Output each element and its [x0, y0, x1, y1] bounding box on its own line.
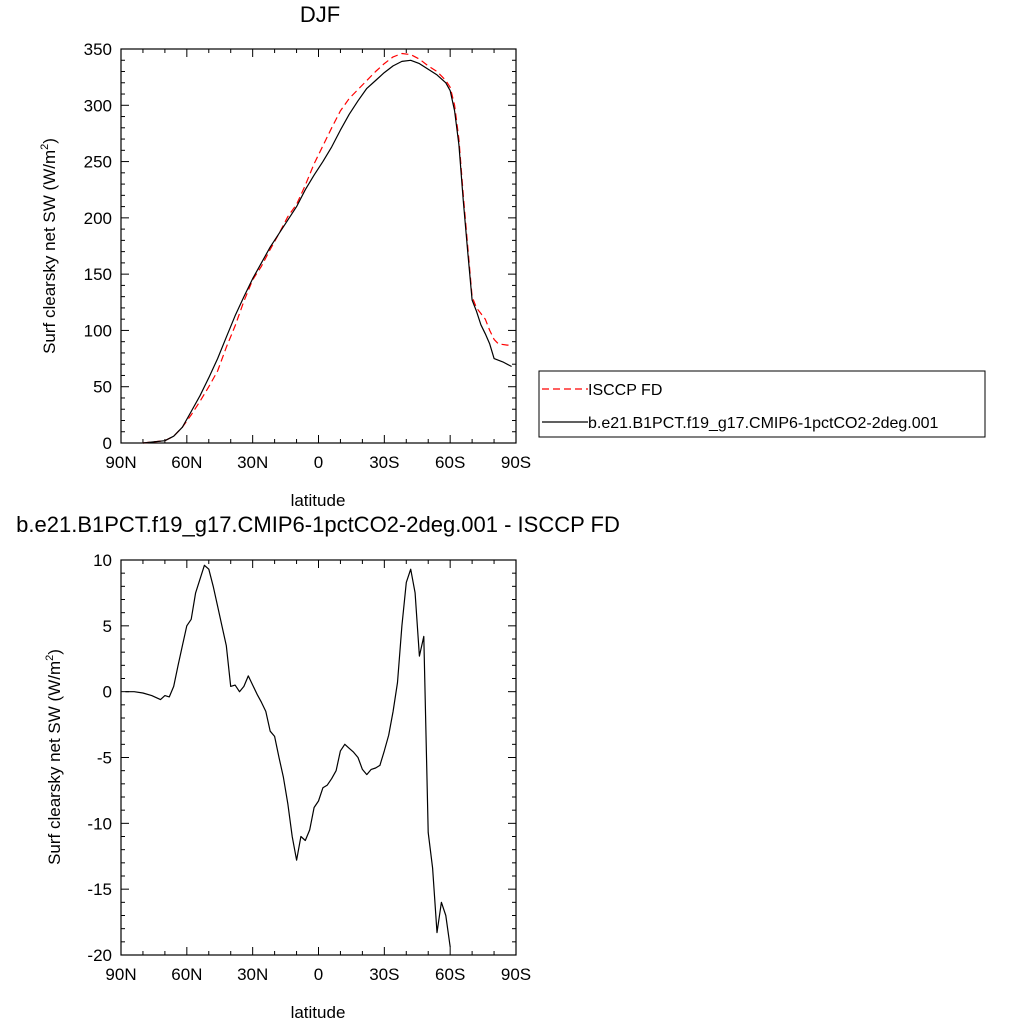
chart-bottom: b.e21.B1PCT.f19_g17.CMIP6-1pctCO2-2deg.0… [16, 512, 620, 1022]
chart-top-xlabel: latitude [291, 491, 346, 510]
chart-bottom-xtick-label: 60S [435, 965, 465, 984]
chart-bottom-title: b.e21.B1PCT.f19_g17.CMIP6-1pctCO2-2deg.0… [16, 512, 620, 537]
chart-bottom-ticks: 90N 60N 30N 0 30S 60S 90S 10 5 0 -5 -10 -15 -20 [87, 551, 531, 984]
chart-bottom-xtick-label: 60N [171, 965, 202, 984]
legend-box [538, 370, 986, 438]
chart-top-frame [120, 48, 517, 444]
chart-top-xtick-label: 90S [501, 453, 531, 472]
chart-top-ytick-label: 150 [84, 265, 112, 284]
chart-bottom-ytick-label: 10 [93, 551, 112, 570]
chart-top-ytick-label: 100 [84, 321, 112, 340]
chart-top-series-line-0 [142, 52, 512, 444]
chart-top-xtick-label: 90N [105, 453, 136, 472]
chart-bottom-xtick-label: 90N [105, 965, 136, 984]
chart-bottom-xtick-label: 0 [314, 965, 323, 984]
chart-bottom-xlabel: latitude [291, 1003, 346, 1022]
chart-top-xtick-label: 30N [237, 453, 268, 472]
chart-top-ytick-label: 250 [84, 153, 112, 172]
chart-top-xtick-label: 0 [314, 453, 323, 472]
chart-bottom-ytick-label: -15 [87, 880, 112, 899]
chart-bottom-ytick-label: -5 [97, 749, 112, 768]
chart-top-xtick-label: 30S [369, 453, 399, 472]
chart-top-ytick-label: 0 [103, 434, 112, 453]
chart-bottom-xtick-label: 30S [369, 965, 399, 984]
chart-top-ticks: 90N 60N 30N 0 30S 60S 90S 0 50 100 150 200 250 300 350 [84, 40, 532, 472]
chart-bottom-ylabel-sup: 2 [44, 655, 56, 661]
chart-top-ylabel: Surf clearsky net SW (W/m2) [39, 138, 59, 354]
chart-bottom-lines [125, 564, 451, 948]
chart-bottom-series-line-0 [125, 564, 451, 948]
chart-bottom-ytick-label: -10 [87, 814, 112, 833]
chart-bottom-ytick-label: 0 [103, 683, 112, 702]
chart-top-ytick-label: 200 [84, 209, 112, 228]
chart-bottom-ytick-label: -20 [87, 946, 112, 965]
legend-label-model: b.e21.B1PCT.f19_g17.CMIP6-1pctCO2-2deg.0… [588, 415, 939, 432]
chart-top-ytick-label: 300 [84, 96, 112, 115]
chart-top-ylabel-sup: 2 [39, 144, 51, 150]
chart-top-ytick-label: 350 [84, 40, 112, 59]
chart-bottom-xtick-label: 90S [501, 965, 531, 984]
chart-top: DJF 90N 60N 30N 0 30S 60S 90S 0 50 100 150 200 250 30… [39, 2, 531, 510]
chart-top-xtick-label: 60N [171, 453, 202, 472]
chart-bottom-frame [120, 559, 517, 956]
chart-top-title: DJF [300, 2, 340, 27]
chart-top-xtick-label: 60S [435, 453, 465, 472]
chart-top-lines [142, 52, 512, 444]
chart-top-ytick-label: 50 [93, 378, 112, 397]
chart-bottom-ytick-label: 5 [103, 617, 112, 636]
chart-bottom-xtick-label: 30N [237, 965, 268, 984]
chart-top-series-line-1 [142, 59, 512, 444]
legend: ISCCP FD b.e21.B1PCT.f19_g17.CMIP6-1pctC… [538, 370, 986, 438]
legend-label-isccp: ISCCP FD [588, 382, 662, 399]
chart-bottom-ylabel: Surf clearsky net SW (W/m2) [44, 649, 64, 865]
